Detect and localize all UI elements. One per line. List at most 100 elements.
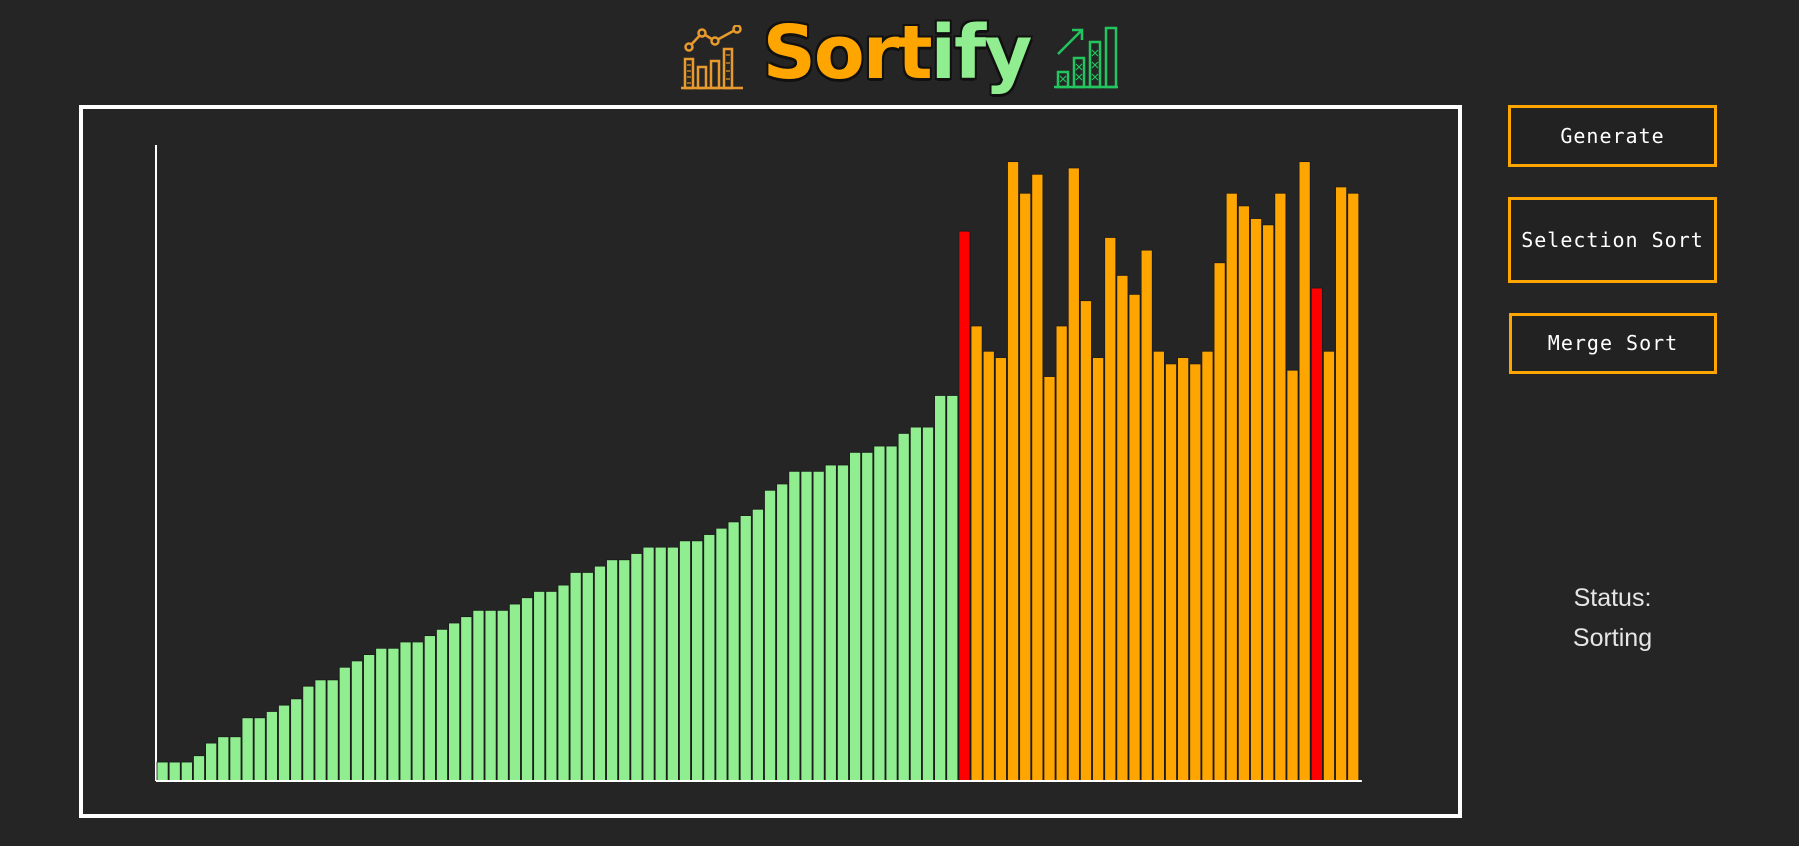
array-bar xyxy=(788,470,801,782)
array-bar xyxy=(387,647,400,782)
array-bar xyxy=(1055,325,1068,782)
array-bar xyxy=(1043,376,1056,782)
array-bar xyxy=(1080,300,1092,782)
array-bar xyxy=(982,350,995,782)
array-bar xyxy=(168,761,181,782)
array-bar xyxy=(241,717,254,782)
array-bar xyxy=(205,742,218,782)
array-bar xyxy=(411,641,424,782)
array-bar xyxy=(1274,192,1287,782)
array-bar xyxy=(545,590,558,782)
array-bar xyxy=(1031,173,1044,782)
selection-sort-button[interactable]: Selection Sort xyxy=(1508,197,1717,283)
array-bar xyxy=(557,584,570,782)
array-bar xyxy=(1165,363,1177,782)
app-title-part2: ify xyxy=(930,10,1033,96)
array-bar xyxy=(521,597,534,782)
array-bar xyxy=(776,483,789,782)
array-bar xyxy=(861,451,874,782)
array-bar xyxy=(1225,192,1238,782)
array-bar xyxy=(448,622,461,782)
array-bar xyxy=(533,590,546,782)
array-bar xyxy=(1250,218,1263,782)
array-bar xyxy=(302,685,315,782)
array-bar xyxy=(423,635,436,782)
array-bar xyxy=(1213,262,1226,782)
array-bar xyxy=(508,603,521,782)
array-bar xyxy=(715,527,728,782)
array-bar xyxy=(873,445,886,782)
array-bar xyxy=(934,395,947,782)
bar-chart-trend-icon xyxy=(680,25,743,90)
array-bar xyxy=(642,546,655,782)
array-bar xyxy=(1128,293,1141,782)
array-bar xyxy=(666,546,679,782)
array-bar xyxy=(278,704,291,782)
array-bar xyxy=(326,679,339,782)
array-bar xyxy=(897,432,910,782)
visualizer-frame xyxy=(79,105,1462,818)
array-bar xyxy=(1140,249,1153,782)
array-bar xyxy=(1310,287,1323,782)
array-bar xyxy=(1007,161,1020,782)
array-bar xyxy=(1104,237,1117,782)
array-bar xyxy=(1201,350,1214,782)
array-bar xyxy=(800,470,813,782)
array-bar xyxy=(314,679,327,782)
array-bar xyxy=(156,761,169,782)
array-bar xyxy=(375,647,388,782)
array-bar xyxy=(1286,369,1299,782)
array-bar xyxy=(1347,192,1360,782)
sorting-bar-chart xyxy=(155,145,1362,782)
array-bar xyxy=(1152,350,1165,782)
array-bar xyxy=(1116,274,1129,782)
array-bar xyxy=(994,357,1007,782)
array-bar xyxy=(727,521,740,782)
array-bar xyxy=(909,426,922,782)
array-bar xyxy=(193,755,205,782)
array-bar xyxy=(691,540,704,782)
array-bar xyxy=(1262,224,1275,782)
array-bar xyxy=(569,572,582,782)
array-bar xyxy=(922,426,934,782)
array-bar xyxy=(460,616,473,782)
array-bar xyxy=(363,654,376,782)
array-bar xyxy=(1092,357,1105,782)
array-bar xyxy=(229,736,242,782)
array-bar xyxy=(265,711,278,782)
array-bar xyxy=(1189,363,1202,782)
array-bar xyxy=(484,609,497,782)
array-bar xyxy=(350,660,363,782)
array-bar xyxy=(253,717,266,782)
array-bar xyxy=(751,508,764,782)
array-bar xyxy=(1067,167,1080,782)
app-title: Sortify xyxy=(763,16,1033,100)
array-bar xyxy=(399,641,412,782)
generate-button[interactable]: Generate xyxy=(1508,105,1717,167)
array-bar xyxy=(1335,186,1348,782)
array-bar xyxy=(812,470,825,782)
array-bar xyxy=(946,395,959,782)
array-bar xyxy=(1177,357,1190,782)
status-panel: Status: Sorting xyxy=(1508,578,1717,658)
array-bar xyxy=(703,534,716,782)
array-bar xyxy=(764,489,777,782)
array-bar xyxy=(290,698,303,782)
growth-chart-icon xyxy=(1054,26,1119,89)
array-bar xyxy=(885,445,898,782)
array-bar xyxy=(849,451,862,782)
array-bar xyxy=(1298,161,1311,782)
array-bar xyxy=(837,464,849,782)
status-value: Sorting xyxy=(1572,624,1653,652)
array-bar xyxy=(654,546,667,782)
array-bar xyxy=(824,464,837,782)
array-bar xyxy=(739,515,752,782)
array-bar xyxy=(472,609,485,782)
array-bar xyxy=(679,540,691,782)
array-bar xyxy=(581,572,594,782)
array-bar xyxy=(606,559,619,782)
merge-sort-button[interactable]: Merge Sort xyxy=(1509,313,1717,374)
array-bar xyxy=(1019,192,1032,782)
array-bar xyxy=(338,666,351,782)
array-bar xyxy=(970,325,983,782)
